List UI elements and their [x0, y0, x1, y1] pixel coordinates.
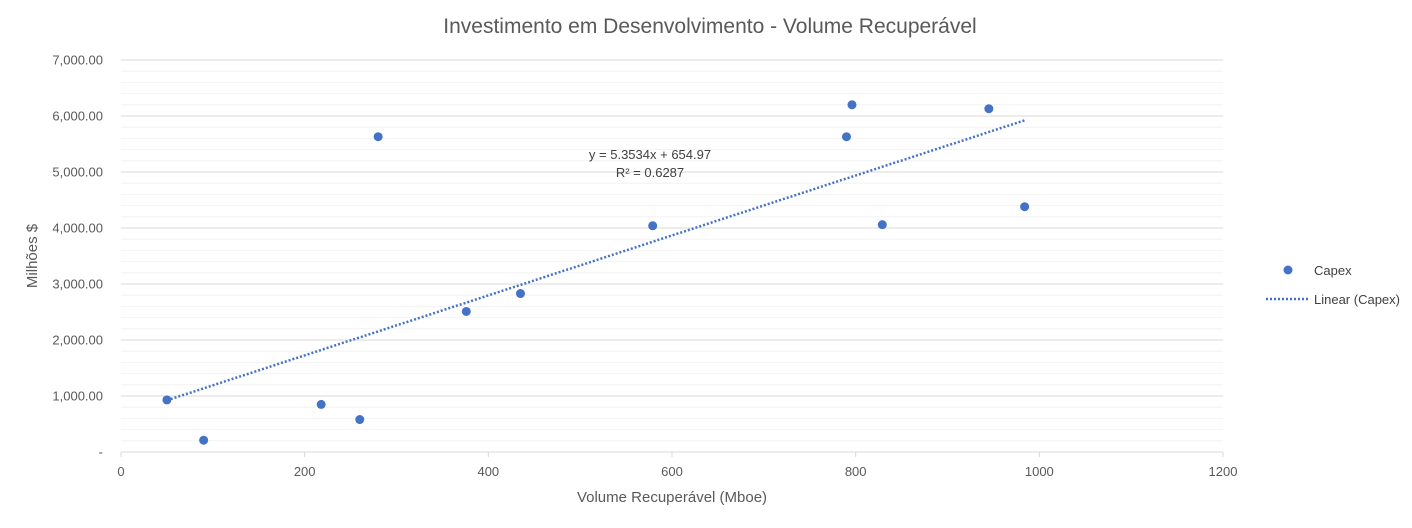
x-tick-label: 600	[661, 464, 683, 479]
y-tick-label: 5,000.00	[52, 165, 103, 180]
legend-label-capex: Capex	[1314, 263, 1352, 278]
trendline	[166, 119, 1026, 402]
data-point	[515, 289, 525, 299]
trendline-equation-text: y = 5.3534x + 654.97	[589, 147, 711, 162]
x-axis-label: Volume Recuperável (Mboe)	[577, 489, 767, 506]
y-tick-label: 7,000.00	[52, 53, 103, 68]
data-point	[461, 306, 471, 316]
y-tick-label: 2,000.00	[52, 333, 103, 348]
y-tick-label: 4,000.00	[52, 221, 103, 236]
data-point	[648, 221, 658, 231]
data-point	[355, 415, 365, 425]
trendline-line	[166, 119, 1026, 402]
data-point	[877, 220, 887, 230]
data-point	[162, 395, 172, 405]
data-point	[847, 100, 857, 110]
x-tick-label: 1000	[1025, 464, 1054, 479]
data-point	[841, 132, 851, 142]
legend-item-trendline: Linear (Capex)	[1266, 292, 1400, 307]
data-point	[316, 399, 326, 409]
legend-label-trendline: Linear (Capex)	[1314, 292, 1400, 307]
trendline-r2-text: R² = 0.6287	[616, 165, 684, 180]
x-tick-label: 400	[477, 464, 499, 479]
data-point	[1020, 202, 1030, 212]
y-tick-label: -	[99, 445, 103, 460]
legend: Capex Linear (Capex)	[1266, 263, 1400, 307]
series-capex-points	[162, 100, 1030, 445]
legend-item-capex: Capex	[1283, 263, 1352, 278]
x-axis	[120, 451, 1224, 457]
data-point	[373, 132, 383, 142]
y-tick-label: 1,000.00	[52, 389, 103, 404]
y-tick-label: 6,000.00	[52, 109, 103, 124]
trendline-equation: y = 5.3534x + 654.97 R² = 0.6287	[589, 147, 711, 180]
x-tick-label: 800	[845, 464, 867, 479]
major-gridlines	[121, 59, 1223, 397]
data-point	[199, 435, 209, 445]
y-tick-label: 3,000.00	[52, 277, 103, 292]
x-axis-tick-labels: 0 200 400 600 800 1000 1200	[117, 464, 1237, 479]
chart-title: Investimento em Desenvolvimento - Volume…	[443, 15, 976, 38]
y-axis-tick-labels: - 1,000.00 2,000.00 3,000.00 4,000.00 5,000.0…	[52, 53, 103, 460]
x-tick-label: 0	[117, 464, 124, 479]
y-axis-label: Milhões $	[24, 223, 41, 288]
legend-marker-capex	[1283, 265, 1293, 275]
data-point	[984, 104, 994, 114]
x-tick-label: 200	[294, 464, 316, 479]
x-tick-label: 1200	[1209, 464, 1238, 479]
minor-gridlines	[121, 70, 1223, 442]
